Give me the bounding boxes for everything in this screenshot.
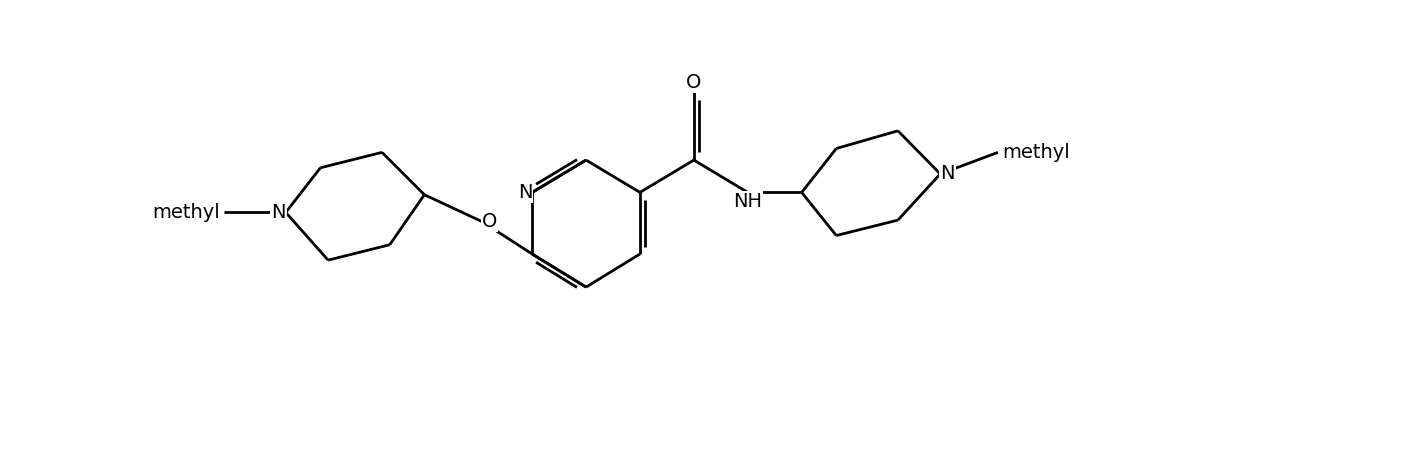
Text: methyl: methyl bbox=[1002, 143, 1070, 162]
Text: methyl: methyl bbox=[153, 203, 220, 222]
Text: O: O bbox=[482, 212, 498, 231]
Text: NH: NH bbox=[733, 192, 763, 211]
Text: N: N bbox=[940, 164, 955, 183]
Text: N: N bbox=[518, 183, 532, 202]
Text: O: O bbox=[686, 73, 702, 92]
Text: N: N bbox=[271, 203, 285, 222]
